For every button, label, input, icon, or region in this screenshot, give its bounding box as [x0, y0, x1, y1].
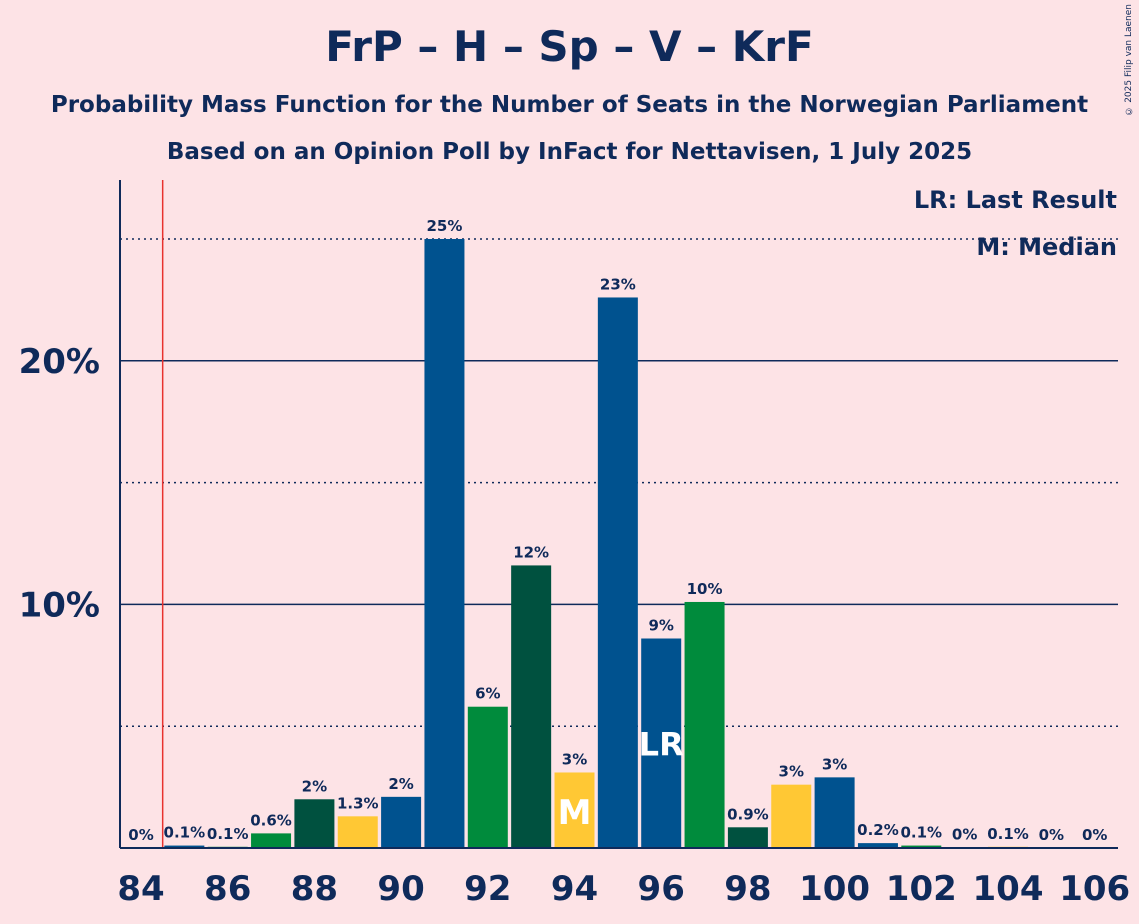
bar-seats-87 — [251, 833, 292, 848]
chart-subtitle-source: Based on an Opinion Poll by InFact for N… — [166, 139, 973, 165]
x-tick-label: 88 — [291, 869, 338, 909]
bar-seats-98 — [727, 827, 768, 848]
last-result-marker: LR — [639, 725, 684, 763]
data-label-seats-102: 0.1% — [900, 824, 942, 842]
chart-subtitle-method: Probability Mass Function for the Number… — [50, 92, 1089, 118]
data-label-seats-90: 2% — [388, 775, 413, 793]
x-tick-label: 102 — [886, 869, 957, 909]
x-tick-label: 90 — [377, 869, 424, 909]
x-tick-label: 106 — [1059, 869, 1130, 909]
bar-seats-85 — [164, 845, 205, 848]
data-label-seats-103: 0% — [952, 826, 977, 844]
bar-seats-101 — [857, 843, 898, 848]
data-label-seats-88: 2% — [302, 777, 327, 795]
bar-seats-95 — [597, 297, 638, 848]
bar-seats-88 — [294, 799, 335, 848]
data-label-seats-94: 3% — [562, 750, 587, 768]
data-label-seats-93: 12% — [513, 543, 549, 561]
data-label-seats-98: 0.9% — [727, 805, 769, 823]
data-label-seats-92: 6% — [475, 685, 500, 703]
x-tick-label: 94 — [551, 869, 598, 909]
x-tick-label: 98 — [724, 869, 771, 909]
x-tick-label: 100 — [799, 869, 870, 909]
bar-seats-94 — [554, 772, 595, 848]
data-label-seats-91: 25% — [426, 217, 462, 235]
x-tick-label: 104 — [973, 869, 1044, 909]
data-label-seats-104: 0.1% — [987, 825, 1029, 843]
data-label-seats-84: 0% — [128, 826, 153, 844]
y-tick-label: 10% — [19, 585, 100, 625]
bar-seats-97 — [684, 601, 725, 848]
bar-seats-92 — [467, 706, 508, 848]
data-label-seats-85: 0.1% — [164, 824, 206, 842]
data-label-seats-89: 1.3% — [337, 794, 379, 812]
x-tick-label: 86 — [204, 869, 251, 909]
data-label-seats-86: 0.1% — [207, 825, 249, 843]
y-tick-label: 20% — [19, 342, 100, 382]
data-label-seats-99: 3% — [779, 763, 804, 781]
x-tick-label: 92 — [464, 869, 511, 909]
legend-median: M: Median — [976, 233, 1117, 261]
data-label-seats-96: 9% — [648, 617, 673, 635]
data-label-seats-101: 0.2% — [857, 821, 899, 839]
legend-last-result: LR: Last Result — [913, 186, 1117, 214]
bar-seats-90 — [381, 796, 422, 848]
chart-title: FrP – H – Sp – V – KrF — [325, 22, 814, 71]
bar-seats-100 — [814, 777, 855, 848]
data-label-seats-87: 0.6% — [250, 811, 292, 829]
bar-seats-89 — [337, 816, 378, 848]
x-tick-label: 96 — [638, 869, 685, 909]
bar-seats-96 — [641, 638, 682, 848]
bar-seats-91 — [424, 239, 465, 848]
data-label-seats-95: 23% — [600, 275, 636, 293]
data-label-seats-97: 10% — [687, 580, 723, 598]
data-label-seats-105: 0% — [1039, 826, 1064, 844]
data-label-seats-106: 0% — [1082, 826, 1107, 844]
data-label-seats-100: 3% — [822, 755, 847, 773]
x-tick-label: 84 — [117, 869, 164, 909]
median-marker: M — [558, 793, 592, 833]
bar-seats-102 — [901, 845, 942, 848]
bar-seats-99 — [771, 784, 812, 848]
bar-seats-93 — [511, 565, 552, 848]
